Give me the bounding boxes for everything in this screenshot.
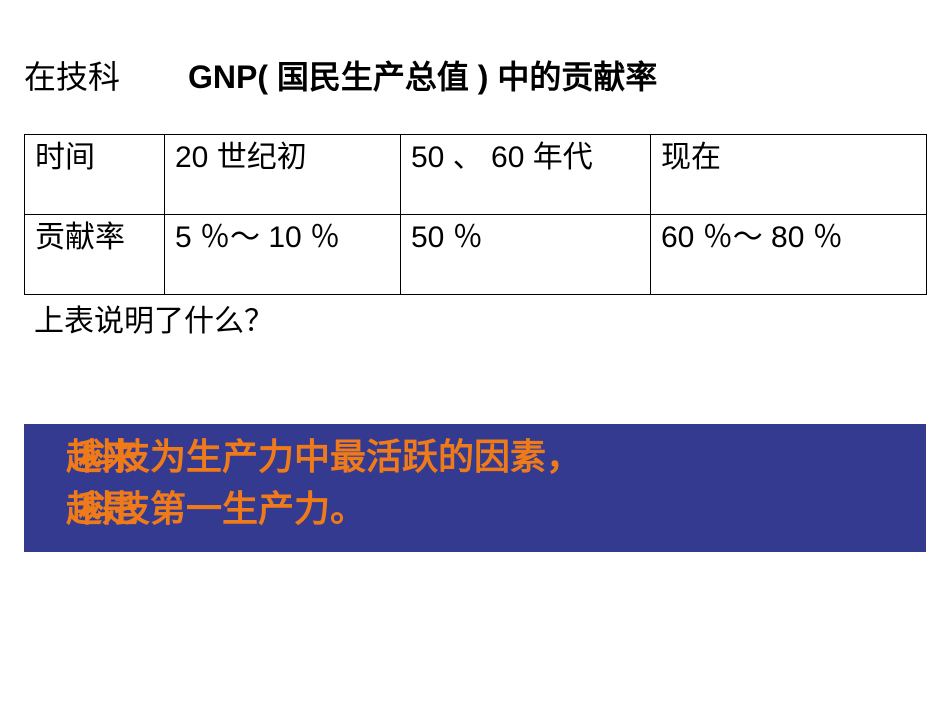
cell-col-2: 50 、 60 年代 [401, 135, 651, 215]
answer-line1: 科技为生产力中最活跃的因素， [78, 432, 582, 482]
cell-rate-header: 贡献率 [25, 215, 165, 295]
title-left: 在技科 [24, 52, 120, 98]
cell-val-1: 5 ％～ 10 ％ [165, 215, 401, 295]
contribution-table: 时间 20 世纪初 50 、 60 年代 现在 贡献率 5 ％～ 10 ％ 50… [24, 134, 927, 295]
title-right: GNP( 国民生产总值 ) 中的贡献率 [188, 52, 657, 98]
cell-val-3: 60 ％～ 80 ％ [651, 215, 927, 295]
cell-time-header: 时间 [25, 135, 165, 215]
question-text: 上表说明了什么？ [34, 296, 274, 340]
cell-val-2: 50 ％ [401, 215, 651, 295]
table-row: 时间 20 世纪初 50 、 60 年代 现在 [25, 135, 927, 215]
table-row: 贡献率 5 ％～ 10 ％ 50 ％ 60 ％～ 80 ％ [25, 215, 927, 295]
cell-col-3: 现在 [651, 135, 927, 215]
answer-line2: 科技第一生产力。 [78, 484, 366, 534]
cell-col-1: 20 世纪初 [165, 135, 401, 215]
slide-title: 在技科 GNP( 国民生产总值 ) 中的贡献率 [24, 52, 924, 98]
slide: 在技科 GNP( 国民生产总值 ) 中的贡献率 时间 20 世纪初 50 、 6… [0, 0, 950, 713]
